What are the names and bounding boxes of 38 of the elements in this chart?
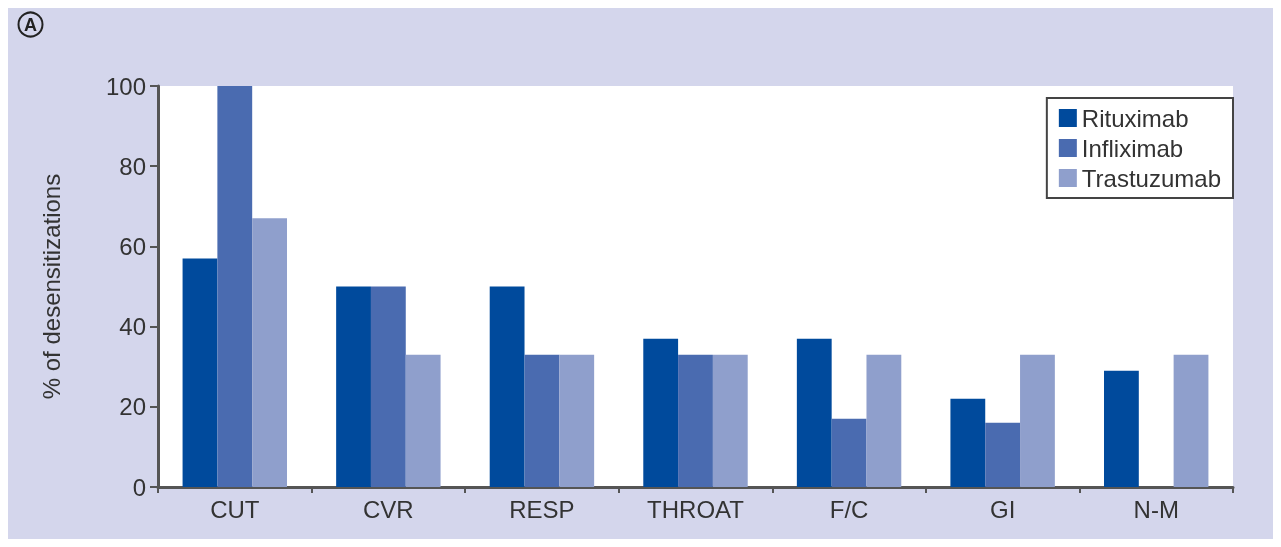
- bar: [1020, 354, 1055, 487]
- bar: [370, 286, 406, 487]
- x-tick-label: CVR: [363, 495, 414, 523]
- bar: [252, 218, 287, 487]
- legend-label: Trastuzumab: [1081, 164, 1222, 192]
- y-tick-label: 0: [132, 473, 146, 501]
- bar: [796, 338, 832, 487]
- bar: [985, 422, 1021, 487]
- x-tick-label: F/C: [829, 495, 869, 523]
- bar: [336, 286, 371, 487]
- y-axis-title: % of desensitizations: [37, 173, 65, 400]
- x-tick-label: CUT: [210, 495, 260, 523]
- x-tick-label: RESP: [509, 495, 575, 523]
- bar: [950, 398, 986, 487]
- bar: [524, 354, 560, 487]
- bar: [1104, 370, 1139, 487]
- legend-label: Infliximab: [1081, 134, 1184, 162]
- bar: [678, 354, 713, 487]
- text: A: [24, 14, 37, 35]
- legend-label: Rituximab: [1081, 104, 1189, 132]
- x-tick-label: THROAT: [647, 495, 745, 523]
- bar: [489, 286, 525, 487]
- bar: [405, 354, 441, 487]
- bar: [643, 338, 679, 487]
- y-tick-label: 100: [105, 72, 146, 100]
- y-tick-label: 60: [119, 232, 146, 260]
- bar: [217, 86, 253, 487]
- bar: [182, 258, 218, 487]
- x-tick-label: N-M: [1133, 495, 1179, 523]
- bar: [559, 354, 595, 487]
- y-tick-label: 20: [119, 393, 146, 421]
- y-tick-label: 40: [119, 313, 146, 341]
- bar: [866, 354, 902, 487]
- bar: [712, 354, 748, 487]
- x-tick-label: GI: [989, 495, 1016, 523]
- bar: [1173, 354, 1209, 487]
- bar: [831, 418, 867, 487]
- y-tick-label: 80: [119, 152, 146, 180]
